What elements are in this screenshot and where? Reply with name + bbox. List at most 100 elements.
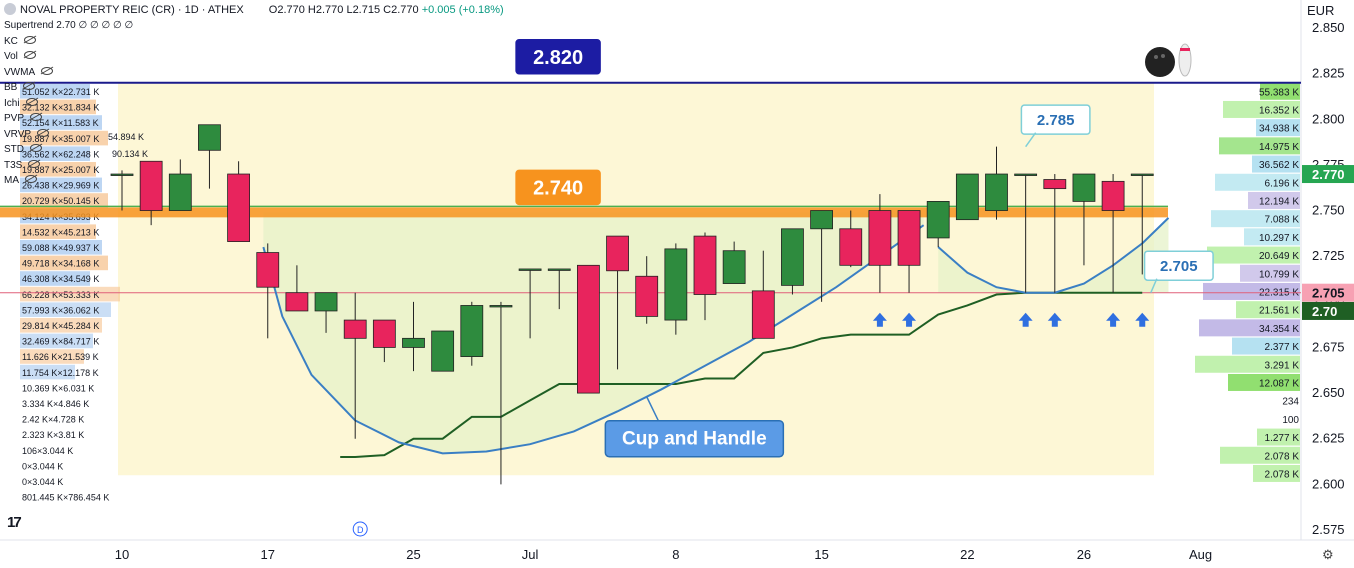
volume-profile-row xyxy=(1240,264,1300,282)
eye-hidden-icon[interactable] xyxy=(30,113,43,121)
eye-hidden-icon[interactable] xyxy=(25,175,37,183)
indicator-ichi[interactable]: Ichi xyxy=(4,97,38,109)
volume-profile-bar xyxy=(20,349,84,364)
candle-body[interactable] xyxy=(1072,173,1096,202)
candle-body[interactable] xyxy=(168,173,192,211)
candle-body[interactable] xyxy=(897,210,921,266)
volume-profile-value: 234 xyxy=(1282,397,1299,408)
volume-profile-label: 801.445 K×786.454 K xyxy=(22,493,109,503)
candle-body[interactable] xyxy=(547,268,571,271)
candle-body[interactable] xyxy=(635,275,659,317)
handle-band[interactable] xyxy=(0,207,1168,218)
up-arrow-icon xyxy=(902,312,917,327)
candle-body[interactable] xyxy=(577,264,600,394)
indicator-vrvp[interactable]: VRVP xyxy=(4,128,50,140)
volume-profile-row xyxy=(1256,119,1300,137)
eye-hidden-icon[interactable] xyxy=(41,66,54,75)
volume-profile-bar xyxy=(20,224,96,239)
candle-body[interactable] xyxy=(985,173,1008,211)
candle-body[interactable] xyxy=(955,173,979,221)
candle-body[interactable] xyxy=(139,160,163,211)
candle-body[interactable] xyxy=(868,210,892,266)
indicator-supertrend[interactable]: Supertrend 2.70 ∅ ∅ ∅ ∅ ∅ xyxy=(4,20,133,31)
volume-profile-bar xyxy=(20,99,96,115)
candle-body[interactable] xyxy=(810,210,833,230)
candle-body[interactable] xyxy=(343,319,367,339)
callout-2705-box xyxy=(1143,250,1214,281)
candle-body[interactable] xyxy=(926,201,950,239)
y-tick-label: 2.650 xyxy=(1312,385,1345,400)
candle-body[interactable] xyxy=(1043,179,1067,190)
indicator-vwma[interactable]: VWMA xyxy=(4,66,54,78)
candle-body[interactable] xyxy=(606,235,629,272)
volume-profile-label: 66.228 K×53.333 K xyxy=(22,290,99,300)
tradingview-logo[interactable]: 17 xyxy=(7,514,22,531)
eye-hidden-icon[interactable] xyxy=(23,35,36,44)
indicator-kc[interactable]: KC xyxy=(4,35,36,47)
eye-hidden-icon[interactable] xyxy=(28,159,41,168)
candle-body[interactable] xyxy=(489,305,513,308)
candle-body[interactable] xyxy=(198,124,221,151)
currency-label[interactable]: EUR xyxy=(1307,3,1335,18)
candle-body[interactable] xyxy=(664,248,688,321)
symbol-title[interactable]: NOVAL PROPERTY REIC (CR) · 1D · ATHEX xyxy=(20,4,244,16)
volume-profile-row xyxy=(1228,373,1300,391)
candle-body[interactable] xyxy=(781,228,804,286)
eye-hidden-icon[interactable] xyxy=(23,51,36,59)
eye-hidden-icon[interactable] xyxy=(37,128,50,137)
candle-body[interactable] xyxy=(518,268,542,271)
volume-profile-label: 2.323 K×3.81 K xyxy=(22,430,84,440)
gear-icon[interactable]: ⚙ xyxy=(1322,547,1334,562)
candle-body[interactable] xyxy=(839,228,863,266)
volume-profile-value: 34.354 K xyxy=(1259,324,1299,335)
dividend-marker-icon[interactable] xyxy=(352,521,368,537)
candle-body[interactable] xyxy=(256,252,280,288)
candle-body[interactable] xyxy=(431,330,455,372)
candle-body[interactable] xyxy=(402,337,425,348)
candle-body[interactable] xyxy=(110,173,134,176)
volume-profile-label: 11.754 K×12.178 K xyxy=(22,368,99,378)
candle-body[interactable] xyxy=(1130,173,1154,176)
candle-body[interactable] xyxy=(460,305,484,357)
eye-hidden-icon[interactable] xyxy=(25,97,38,106)
volume-profile-row xyxy=(1253,464,1300,482)
bowling-ball-icon xyxy=(1145,47,1175,77)
indicator-ma[interactable]: MA xyxy=(4,175,37,186)
candle-body[interactable] xyxy=(1101,180,1125,211)
pattern-label-pointer xyxy=(646,396,660,422)
candle-body[interactable] xyxy=(693,235,717,295)
handle-curve xyxy=(937,217,1170,294)
volume-profile-label: 10.369 K×6.031 K xyxy=(22,383,94,393)
volume-profile-label: 14.532 K×45.213 K xyxy=(22,227,99,237)
volume-profile-label: 11.626 K×21.539 K xyxy=(22,352,99,362)
volume-profile-row xyxy=(1232,337,1300,355)
candle-body[interactable] xyxy=(372,319,396,348)
indicator-pvp[interactable]: PVP xyxy=(4,113,43,124)
indicator-bb[interactable]: BB xyxy=(4,82,36,93)
candle-body[interactable] xyxy=(227,173,251,242)
volume-profile-value: 55.383 K xyxy=(1259,87,1299,98)
indicator-std[interactable]: STD xyxy=(4,144,42,155)
cup-curve xyxy=(262,224,925,455)
handle-area xyxy=(938,217,1169,293)
volume-profile-label: 32.132 K×31.834 K xyxy=(22,103,99,113)
indicator-vol[interactable]: Vol xyxy=(4,51,36,62)
candle-body[interactable] xyxy=(314,292,338,312)
indicator-name: PVP xyxy=(4,113,25,124)
volume-profile-label: 29.814 K×45.284 K xyxy=(22,321,99,331)
eye-hidden-icon[interactable] xyxy=(23,82,36,90)
candle-body[interactable] xyxy=(751,290,775,339)
price-badge-label: 2.70 xyxy=(1312,304,1337,319)
volume-profile-value: 21.561 K xyxy=(1259,306,1299,317)
indicator-t3s[interactable]: T3S xyxy=(4,159,41,171)
volume-profile-label: 2.42 K×4.728 K xyxy=(22,415,84,425)
callout-2705-pointer xyxy=(1150,278,1158,293)
indicator-name: T3S xyxy=(4,159,23,171)
ohlc-change: +0.005 (+0.18%) xyxy=(421,4,504,16)
candle-body[interactable] xyxy=(722,250,746,284)
candle-body[interactable] xyxy=(1014,173,1038,176)
candle-body[interactable] xyxy=(285,292,309,312)
volume-profile-label: 106×3.044 K xyxy=(22,446,73,456)
eye-hidden-icon[interactable] xyxy=(30,144,42,152)
